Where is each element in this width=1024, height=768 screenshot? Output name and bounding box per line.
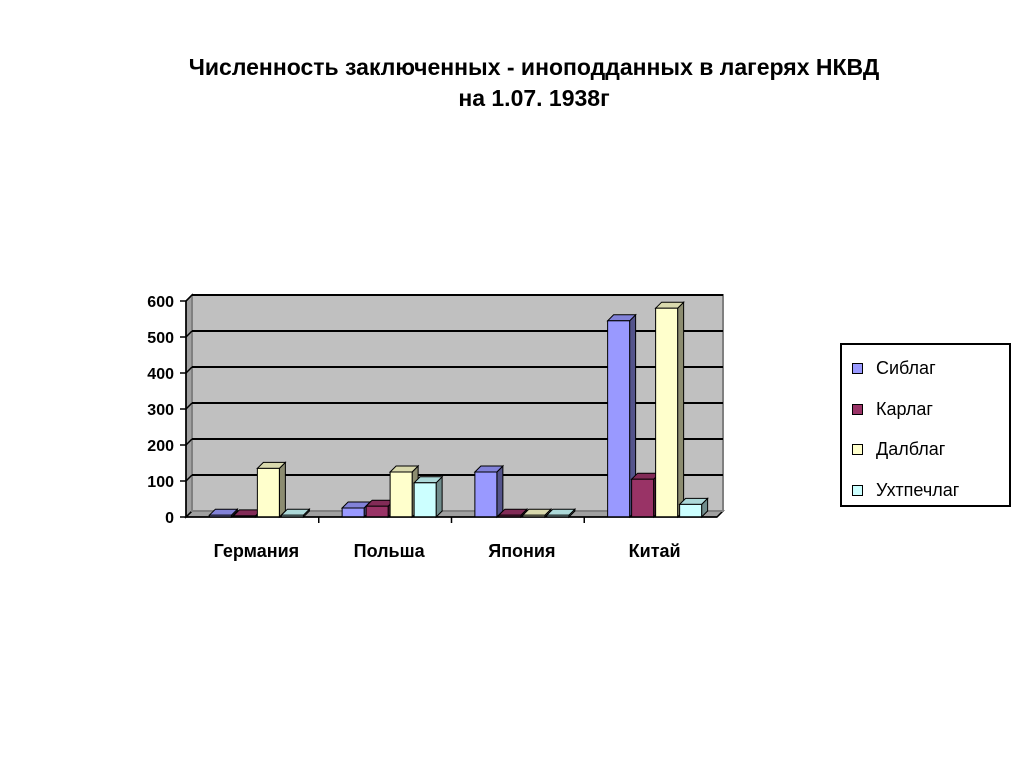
bar xyxy=(341,507,365,518)
y-tick-label: 300 xyxy=(147,402,174,419)
bar xyxy=(474,471,498,518)
y-tick-label: 500 xyxy=(147,330,174,347)
legend-swatch xyxy=(852,403,863,415)
bar xyxy=(256,467,280,518)
x-tick-label: Китай xyxy=(629,541,681,561)
y-tick-label: 0 xyxy=(165,510,174,527)
chart-title: Численность заключенных - иноподданных в… xyxy=(188,54,880,111)
gridline xyxy=(185,438,193,446)
legend-swatch xyxy=(852,362,863,374)
bar xyxy=(365,505,389,518)
bar xyxy=(655,307,679,518)
bar-side xyxy=(677,300,685,519)
legend-item: Карлаг xyxy=(852,398,933,420)
legend-item: Далблаг xyxy=(852,438,945,460)
bar xyxy=(679,503,703,518)
legend-item: Сиблаг xyxy=(852,357,936,379)
gridline xyxy=(185,294,193,302)
legend-swatch xyxy=(852,484,863,496)
bar-side xyxy=(278,461,286,519)
bar-side xyxy=(496,464,504,519)
chart-legend: Сиблаг Карлаг Далблаг Ухтпечлаг xyxy=(840,343,1011,507)
y-tick-label: 400 xyxy=(147,366,174,383)
legend-label: Далблаг xyxy=(876,438,946,459)
gridline xyxy=(185,402,193,410)
bar xyxy=(607,320,631,518)
gridline xyxy=(185,330,193,338)
bar xyxy=(413,482,437,518)
legend-label: Ухтпечлаг xyxy=(876,479,960,500)
x-tick-label: Польша xyxy=(354,541,426,561)
y-tick-label: 600 xyxy=(147,294,174,311)
bar xyxy=(389,471,413,518)
legend-swatch xyxy=(852,443,863,455)
y-tick-label: 100 xyxy=(147,474,174,491)
legend-label: Карлаг xyxy=(876,398,933,419)
bar-side xyxy=(435,475,443,519)
x-tick-label: Япония xyxy=(488,541,555,561)
y-tick-label: 200 xyxy=(147,438,174,455)
legend-item: Ухтпечлаг xyxy=(852,479,959,501)
gridline xyxy=(185,366,193,374)
legend-label: Сиблаг xyxy=(876,357,936,378)
x-tick-label: Германия xyxy=(214,541,300,561)
gridline xyxy=(185,474,193,482)
bar xyxy=(631,478,655,518)
